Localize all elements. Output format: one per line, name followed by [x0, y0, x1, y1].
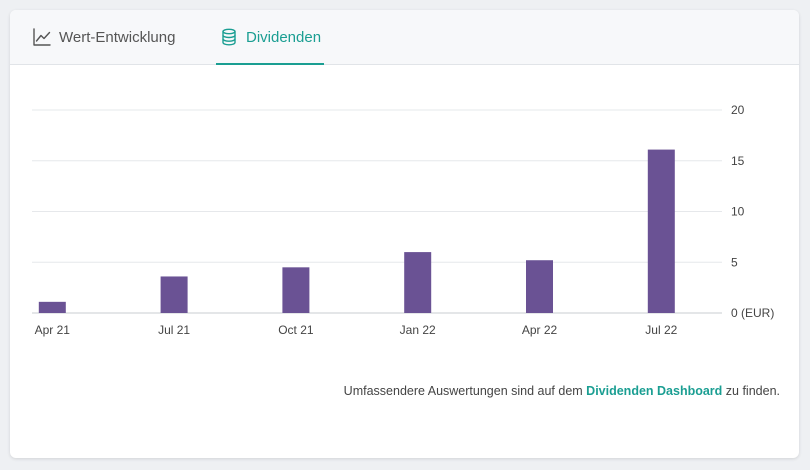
dividend-bar[interactable]	[404, 252, 432, 313]
dividend-bar[interactable]	[282, 267, 310, 313]
x-tick-label: Apr 22	[522, 323, 558, 337]
y-tick-label: 0 (EUR)	[731, 306, 774, 320]
tab-dividenden[interactable]: Dividenden	[216, 10, 325, 65]
y-tick-label: 5	[731, 255, 738, 269]
dividend-bar-chart: Apr 21 Jul 21 Oct 21 Jan 22 Apr 22 Jul 22 0 (…	[32, 103, 774, 337]
x-tick-label: Jul 21	[158, 323, 190, 337]
x-tick-label: Jan 22	[400, 323, 436, 337]
footer-text-before: Umfassendere Auswertungen sind auf dem	[343, 384, 587, 398]
line-chart-icon	[32, 27, 52, 47]
tab-wert-entwicklung[interactable]: Wert-Entwicklung	[32, 10, 175, 64]
dividend-bar[interactable]	[160, 276, 188, 313]
x-tick-label: Apr 21	[35, 323, 71, 337]
footer-text-after: zu finden.	[722, 384, 780, 398]
y-tick-label: 10	[731, 205, 745, 219]
coins-stack-icon	[219, 27, 239, 47]
tab-label: Wert-Entwicklung	[59, 28, 176, 46]
footer-note: Umfassendere Auswertungen sind auf dem D…	[344, 384, 780, 398]
y-tick-label: 20	[731, 103, 745, 117]
tab-label: Dividenden	[246, 28, 322, 46]
dividenden-dashboard-link[interactable]: Dividenden Dashboard	[586, 384, 723, 398]
y-tick-label: 15	[731, 154, 745, 168]
x-tick-label: Oct 21	[278, 323, 314, 337]
dividend-bar[interactable]	[38, 301, 66, 313]
dividend-bar[interactable]	[526, 260, 553, 313]
dividend-bar[interactable]	[647, 149, 675, 313]
dividend-card: Wert-Entwicklung Dividenden Apr 21 Jul 21…	[10, 10, 799, 458]
x-tick-label: Jul 22	[645, 323, 677, 337]
tab-bar: Wert-Entwicklung Dividenden	[10, 10, 799, 65]
